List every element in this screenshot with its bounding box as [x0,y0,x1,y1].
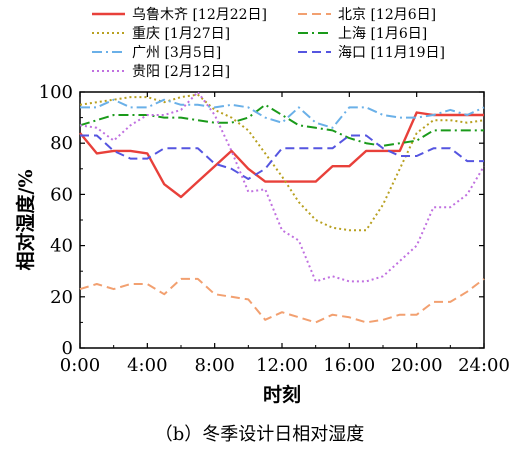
series-line-6 [79,91,485,283]
y-tick-label: 20 [50,287,73,308]
series-line-3 [79,103,484,147]
x-tick-label: 12:00 [256,355,308,376]
legend-label-1: 北京 [12月6日] [338,7,436,23]
x-tick-label: 4:00 [127,355,167,376]
series-line-5 [80,134,484,180]
x-tick-label: 8:00 [194,355,234,376]
series-line-0 [79,111,484,199]
x-axis-title: 时刻 [263,383,301,406]
legend-label-5: 海口 [11月19日] [338,45,445,61]
y-tick-label: 0 [62,338,73,359]
series-line-1 [79,277,485,324]
humidity-chart: 0:00 4:00 8:00 12:00 16:00 20:00 24:00 0 20 40 60 8… [14,7,510,406]
y-axis-title: 相对湿度/% [14,170,37,271]
x-tick-label: 16:00 [323,355,375,376]
y-tick-label: 40 [50,236,73,257]
legend-label-6: 贵阳 [2月12日] [132,64,230,80]
x-tick-label: 0:00 [60,355,100,376]
x-tick-label: 20:00 [391,355,443,376]
y-tick-label: 60 [50,184,73,205]
legend-label-2: 重庆 [1月27日] [132,26,230,42]
series-line-2 [79,93,485,232]
y-tick-label: 80 [50,133,73,154]
x-tick-label: 24:00 [458,355,510,376]
y-tick-label: 100 [39,82,73,103]
figure-caption: （b）冬季设计日相对湿度 [154,424,365,445]
legend-label-4: 广州 [3月5日] [132,45,221,61]
legend-label-3: 上海 [1月6日] [338,26,427,42]
legend-label-0: 乌鲁木齐 [12月22日] [132,7,267,23]
